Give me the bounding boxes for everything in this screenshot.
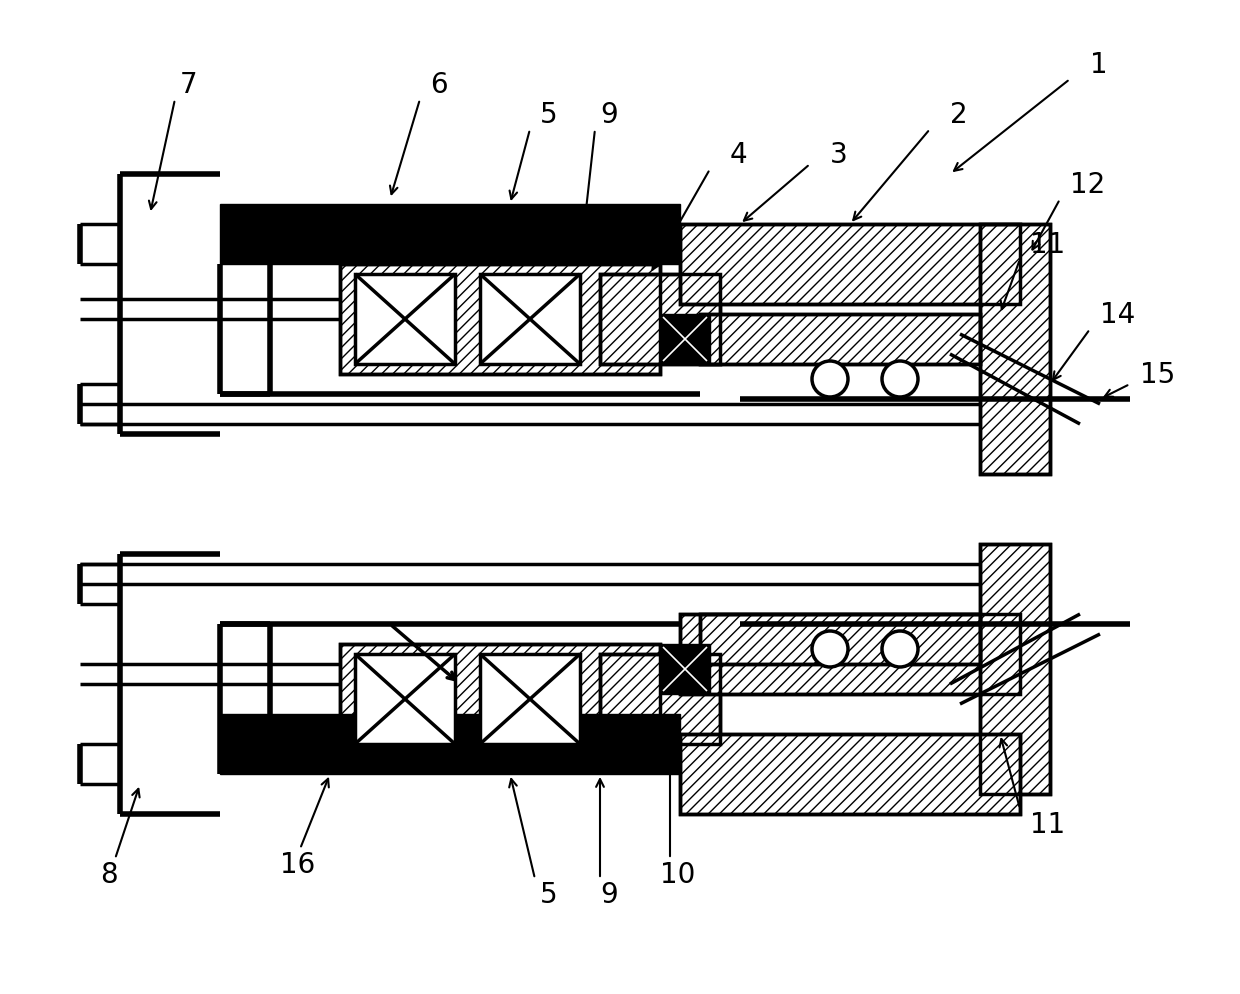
Bar	[980, 545, 1050, 794]
Text: 12: 12	[1070, 171, 1105, 199]
Bar	[680, 225, 1021, 305]
Bar	[680, 225, 1021, 305]
Text: 9: 9	[600, 880, 618, 909]
Text: 11: 11	[1030, 231, 1065, 258]
Text: 8: 8	[100, 860, 118, 888]
Bar	[340, 264, 660, 375]
Bar	[980, 545, 1050, 794]
Bar	[680, 735, 1021, 814]
Bar	[480, 654, 580, 745]
Bar	[680, 735, 1021, 814]
Bar	[980, 225, 1050, 474]
Circle shape	[812, 362, 848, 398]
Bar	[600, 274, 720, 365]
Bar	[355, 654, 455, 745]
Bar	[980, 225, 1050, 474]
Bar	[219, 205, 680, 264]
Circle shape	[882, 362, 918, 398]
Circle shape	[812, 631, 848, 667]
Text: 16: 16	[280, 850, 315, 878]
Bar	[340, 644, 660, 754]
Text: 2: 2	[950, 101, 967, 129]
Text: 4: 4	[730, 141, 748, 169]
Bar	[701, 614, 980, 664]
Bar	[355, 274, 455, 365]
Text: 3: 3	[830, 141, 848, 169]
Bar	[660, 315, 711, 365]
Text: 5: 5	[539, 880, 558, 909]
Text: 1: 1	[1090, 51, 1107, 79]
Bar	[340, 644, 660, 754]
Text: 10: 10	[660, 860, 696, 888]
Text: 6: 6	[430, 71, 448, 98]
Text: 7: 7	[180, 71, 197, 98]
Bar	[480, 274, 580, 365]
Bar	[701, 315, 980, 365]
Text: 15: 15	[1140, 361, 1176, 389]
Text: 9: 9	[600, 101, 618, 129]
Bar	[680, 614, 1021, 694]
Bar	[600, 654, 720, 745]
Text: 11: 11	[1030, 810, 1065, 838]
Text: 14: 14	[1100, 301, 1136, 329]
Bar	[660, 644, 711, 694]
Bar	[600, 654, 720, 745]
Bar	[600, 274, 720, 365]
Bar	[701, 614, 980, 664]
Bar	[340, 264, 660, 375]
Bar	[680, 614, 1021, 694]
Bar	[219, 715, 680, 774]
Circle shape	[882, 631, 918, 667]
Bar	[701, 315, 980, 365]
Text: 5: 5	[539, 101, 558, 129]
